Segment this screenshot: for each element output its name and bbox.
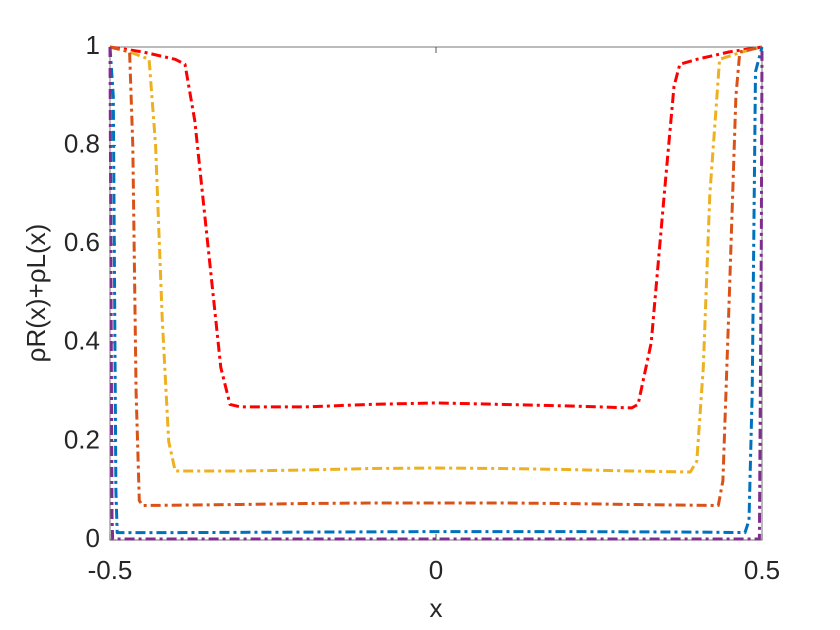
y-tick-label: 0.8 (64, 128, 100, 158)
x-axis-label: x (430, 593, 443, 623)
series-line (109, 45, 763, 507)
y-tick-label: 0.2 (64, 424, 100, 454)
series-line (109, 45, 763, 410)
y-axis-label: ρR(x)+ρL(x) (21, 224, 51, 363)
y-tick-label: 0 (86, 523, 100, 553)
plot-frame (109, 46, 763, 541)
series-line (109, 45, 763, 474)
y-tick-label: 1 (86, 30, 100, 60)
series-line (108, 46, 764, 541)
y-tick-label: 0.6 (64, 227, 100, 257)
x-tick-label: 0.5 (744, 555, 780, 585)
series-line (108, 46, 764, 535)
x-tick-label: -0.5 (88, 555, 133, 585)
x-tick-label: 0 (429, 555, 443, 585)
y-tick-label: 0.4 (64, 326, 100, 356)
